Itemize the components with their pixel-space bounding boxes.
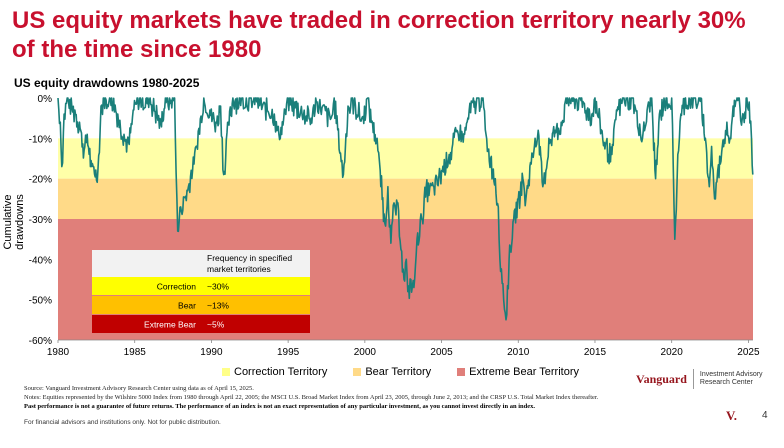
inset-row-extreme-bear	[92, 315, 310, 333]
legend-item-correction: Correction Territory	[222, 366, 327, 378]
x-tick-label: 2000	[354, 347, 377, 358]
y-tick-label: -10%	[29, 134, 52, 145]
band-bear-territory	[58, 178, 753, 219]
inset-header-text: market territories	[207, 264, 271, 274]
v-logo: V.	[726, 408, 737, 423]
legend-swatch-extreme-bear	[457, 368, 466, 376]
y-tick-label: -30%	[29, 215, 52, 226]
vanguard-brand: Vanguard Investment Advisory Research Ce…	[636, 369, 778, 389]
x-tick-label: 1985	[124, 347, 147, 358]
y-tick-label: -50%	[29, 296, 52, 307]
inset-row-value: ~13%	[207, 301, 229, 311]
legend-item-bear: Bear Territory	[353, 366, 431, 378]
slide-title: US equity markets have traded in correct…	[12, 7, 746, 63]
legend-label-correction: Correction Territory	[234, 366, 328, 378]
inset-row-label: Bear	[178, 301, 196, 311]
y-tick-label: -60%	[29, 336, 52, 347]
inset-row-bear	[92, 296, 310, 314]
page-number: 4	[762, 410, 768, 421]
x-tick-label: 2010	[507, 347, 530, 358]
disclaimer: Past performance is not a guarantee of f…	[24, 403, 536, 410]
inset-row-value: ~30%	[207, 282, 229, 292]
legend-label-bear: Bear Territory	[365, 366, 432, 378]
legend-label-extreme-bear: Extreme Bear Territory	[469, 366, 579, 378]
drawdown-series-line	[57, 97, 754, 321]
inset-row-correction	[92, 277, 310, 295]
source-notes: Source: Vanguard Investment Advisory Res…	[24, 384, 724, 411]
x-tick-label: 1995	[277, 347, 300, 358]
inset-row-label: Correction	[157, 282, 196, 292]
x-tick-label: 2015	[584, 347, 607, 358]
inset-row-value: ~5%	[207, 320, 225, 330]
equities-note: Notes: Equities represented by the Wilsh…	[24, 394, 599, 401]
legend-item-extreme-bear: Extreme Bear Territory	[457, 366, 579, 378]
inset-header-cell	[92, 250, 310, 277]
y-tick-label: -20%	[29, 175, 52, 186]
source-line: Source: Vanguard Investment Advisory Res…	[24, 385, 254, 392]
y-tick-label: -40%	[29, 255, 52, 266]
y-tick-label: 0%	[38, 94, 53, 105]
brand-subtitle: Investment Advisory Research Center	[699, 371, 763, 386]
y-axis-label: Cumulative drawdowns	[2, 194, 26, 250]
brand-divider	[692, 369, 694, 389]
x-tick-label: 1980	[47, 347, 70, 358]
inset-row-label: Extreme Bear	[144, 320, 196, 330]
x-tick-label: 2025	[737, 347, 760, 358]
chart-title: US equity drawdowns 1980-2025	[14, 76, 200, 90]
x-tick-label: 1990	[200, 347, 223, 358]
x-tick-label: 2020	[661, 347, 684, 358]
footer-text: For financial advisors and institutions …	[24, 419, 221, 426]
vanguard-logo: Vanguard	[636, 371, 687, 386]
inset-header-text: Frequency in specified	[207, 253, 292, 263]
band-correction-territory	[58, 138, 753, 179]
x-tick-label: 2005	[430, 347, 453, 358]
legend-swatch-correction	[222, 368, 230, 376]
legend-swatch-bear	[353, 368, 362, 376]
chart-legend: Correction Territory Bear Territory Extr…	[222, 366, 579, 378]
